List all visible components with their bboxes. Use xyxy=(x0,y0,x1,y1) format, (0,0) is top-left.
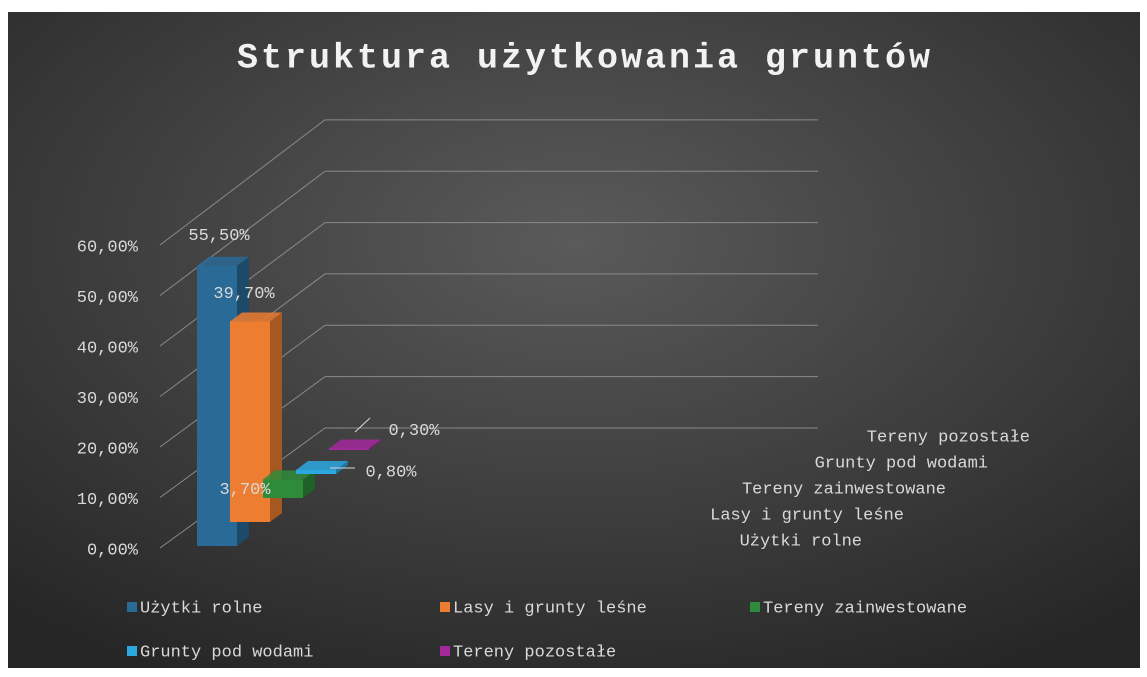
bar-side xyxy=(270,312,282,522)
legend-label: Użytki rolne xyxy=(140,599,262,618)
data-label: 39,70% xyxy=(213,285,275,304)
bar xyxy=(329,439,381,450)
y-tick-label: 30,00% xyxy=(77,390,139,409)
legend-swatch xyxy=(750,602,760,612)
label-leader xyxy=(354,417,371,433)
legend-swatch xyxy=(127,646,137,656)
y-tick-label: 20,00% xyxy=(77,440,139,459)
legend-label: Grunty pod wodami xyxy=(140,643,313,662)
legend-label: Tereny zainwestowane xyxy=(763,599,967,618)
bar-front xyxy=(263,479,303,498)
y-tick-label: 60,00% xyxy=(77,238,139,257)
grid-line xyxy=(159,170,818,296)
data-label: 0,30% xyxy=(388,422,440,441)
bar-top xyxy=(197,256,249,266)
depth-axis-label: Użytki rolne xyxy=(740,532,862,551)
bar-side xyxy=(369,439,381,450)
chart-background xyxy=(8,12,1140,668)
legend-swatch xyxy=(440,602,450,612)
depth-axis-label: Tereny pozostałe xyxy=(867,428,1030,447)
data-label: 0,80% xyxy=(365,463,417,482)
bar xyxy=(263,470,315,498)
grid-line xyxy=(159,119,818,246)
legend-swatch xyxy=(127,602,137,612)
depth-axis-label: Grunty pod wodami xyxy=(815,454,988,473)
y-tick-label: 50,00% xyxy=(77,289,139,308)
bar-front xyxy=(296,469,336,474)
data-label: 3,70% xyxy=(219,481,271,500)
legend-label: Tereny pozostałe xyxy=(453,643,616,662)
data-label: 55,50% xyxy=(188,227,250,246)
y-tick-label: 0,00% xyxy=(87,541,139,560)
bar-top xyxy=(329,439,381,449)
depth-axis-label: Lasy i grunty leśne xyxy=(710,506,904,525)
bar-side xyxy=(303,470,315,498)
y-tick-label: 40,00% xyxy=(77,339,139,358)
bar-side xyxy=(336,460,348,474)
y-tick-label: 10,00% xyxy=(77,491,139,510)
legend-label: Lasy i grunty leśne xyxy=(453,599,647,618)
legend-swatch xyxy=(440,646,450,656)
chart-title: Struktura użytkowania gruntów xyxy=(237,38,933,78)
depth-axis-label: Tereny zainwestowane xyxy=(742,480,946,499)
bar-front xyxy=(329,448,369,450)
bar-top xyxy=(230,312,282,322)
